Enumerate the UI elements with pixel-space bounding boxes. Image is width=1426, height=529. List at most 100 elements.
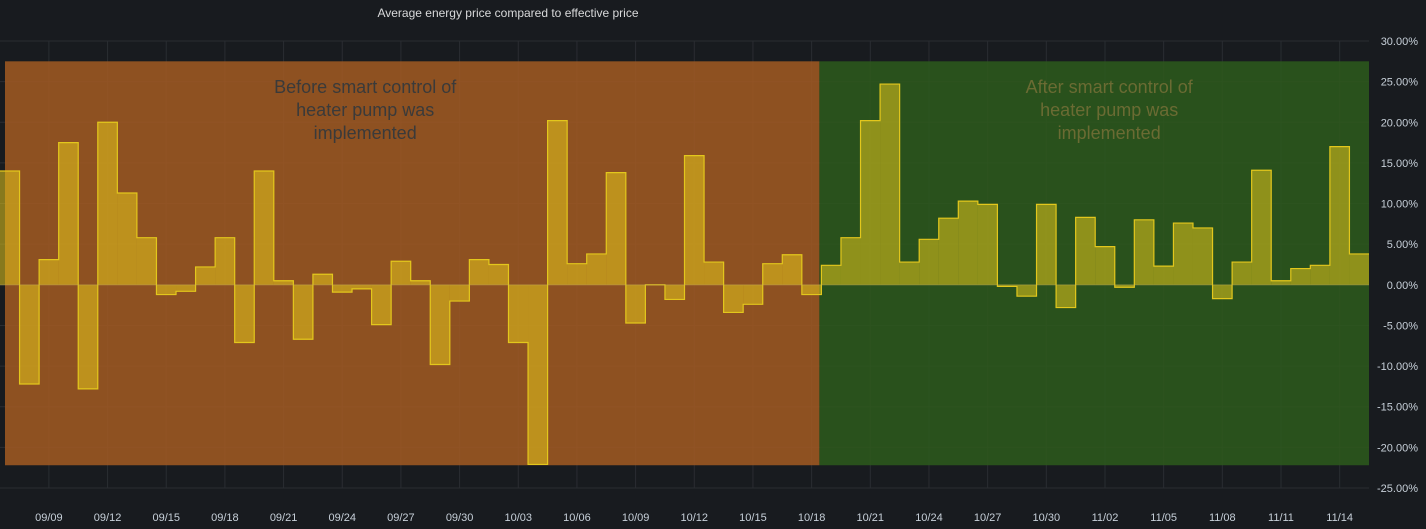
bar [410, 280, 431, 285]
bar [1251, 170, 1272, 285]
bar [19, 284, 40, 384]
x-tick-label: 11/11 [1268, 512, 1294, 524]
bar [1310, 265, 1330, 285]
bar [762, 263, 783, 285]
y-axis: 30.00% 25.00% 20.00% 15.00% 10.00% 5.00% 0.00%… [1377, 36, 1418, 495]
x-axis: 09/09 09/12 09/15 09/18 09/21 09/24 09/27 09/30… [35, 512, 1353, 524]
region-label: implemented [314, 123, 417, 143]
x-tick-label: 09/27 [387, 512, 415, 524]
bar [430, 284, 450, 365]
x-tick-label: 10/06 [563, 512, 591, 524]
bar [117, 192, 137, 285]
bar [195, 266, 216, 285]
bar [977, 204, 998, 285]
x-tick-label: 10/30 [1033, 512, 1061, 524]
bar [136, 237, 157, 285]
bar [1271, 280, 1291, 285]
label-layer: Before smart control of heater pump was im… [274, 77, 1194, 143]
x-tick-label: 10/12 [681, 512, 709, 524]
series-layer [0, 83, 1369, 466]
x-tick-label: 11/02 [1092, 512, 1119, 524]
bar [1192, 227, 1213, 285]
bar [1329, 146, 1350, 285]
region-label: heater pump was [296, 100, 434, 120]
bar [1134, 219, 1154, 285]
y-tick-label: 15.00% [1381, 158, 1419, 170]
bar [547, 120, 568, 285]
x-tick-label: 10/09 [622, 512, 650, 524]
bar [39, 259, 59, 285]
region-label: After smart control of [1026, 77, 1194, 97]
bar [352, 284, 372, 289]
bar [449, 284, 470, 302]
bar [899, 262, 920, 285]
bar [625, 284, 646, 324]
bar [1290, 268, 1311, 285]
y-tick-label: -20.00% [1377, 442, 1418, 454]
bar [1056, 284, 1076, 308]
bar [958, 201, 978, 285]
x-tick-label: 10/27 [974, 512, 1002, 524]
bar [704, 262, 724, 285]
bar [469, 259, 489, 285]
x-tick-label: 09/30 [446, 512, 474, 524]
x-tick-label: 11/08 [1209, 512, 1236, 524]
bar [586, 253, 607, 285]
bar [782, 254, 802, 285]
bar [840, 237, 861, 285]
bar [743, 284, 763, 305]
bar [1349, 253, 1369, 285]
bar [1075, 217, 1096, 285]
bar [723, 284, 744, 313]
bar [273, 280, 294, 285]
bar [1095, 246, 1115, 285]
bar [234, 284, 255, 343]
bar [1114, 284, 1135, 288]
y-tick-label: -5.00% [1383, 320, 1418, 332]
bar [684, 155, 705, 285]
bar [0, 171, 20, 285]
x-tick-label: 10/24 [915, 512, 943, 524]
bar [332, 284, 353, 293]
bar [606, 172, 626, 285]
bar [371, 284, 392, 325]
bar [97, 122, 118, 285]
series-line [0, 83, 1369, 466]
bar [528, 284, 548, 465]
y-tick-label: 0.00% [1387, 280, 1418, 292]
bar [254, 171, 274, 285]
y-tick-label: 25.00% [1381, 77, 1419, 89]
bar [1153, 266, 1174, 285]
bar [664, 284, 685, 300]
x-tick-label: 09/12 [94, 512, 122, 524]
x-tick-label: 10/15 [739, 512, 767, 524]
bar [801, 284, 822, 295]
bar [156, 284, 177, 295]
bar [1212, 284, 1233, 299]
bar [58, 142, 79, 285]
y-tick-label: 10.00% [1381, 199, 1419, 211]
region-label: Before smart control of [274, 77, 457, 97]
x-tick-label: 10/21 [857, 512, 885, 524]
y-tick-label: -25.00% [1377, 483, 1418, 495]
panel-title: Average energy price compared to effecti… [377, 6, 639, 20]
x-tick-label: 09/09 [35, 512, 63, 524]
bar [293, 284, 313, 340]
bar [1016, 284, 1037, 297]
bar [821, 265, 841, 285]
x-tick-label: 09/15 [152, 512, 180, 524]
bar [567, 263, 587, 285]
x-tick-label: 09/24 [328, 512, 356, 524]
x-tick-label: 10/18 [798, 512, 826, 524]
bar [78, 284, 98, 389]
bar [1173, 223, 1193, 285]
bar [488, 264, 509, 285]
bar [1232, 262, 1252, 285]
x-tick-label: 11/14 [1326, 512, 1353, 524]
bar [919, 239, 939, 285]
y-tick-label: 20.00% [1381, 117, 1419, 129]
y-tick-label: -10.00% [1377, 361, 1418, 373]
region-label: implemented [1058, 123, 1161, 143]
